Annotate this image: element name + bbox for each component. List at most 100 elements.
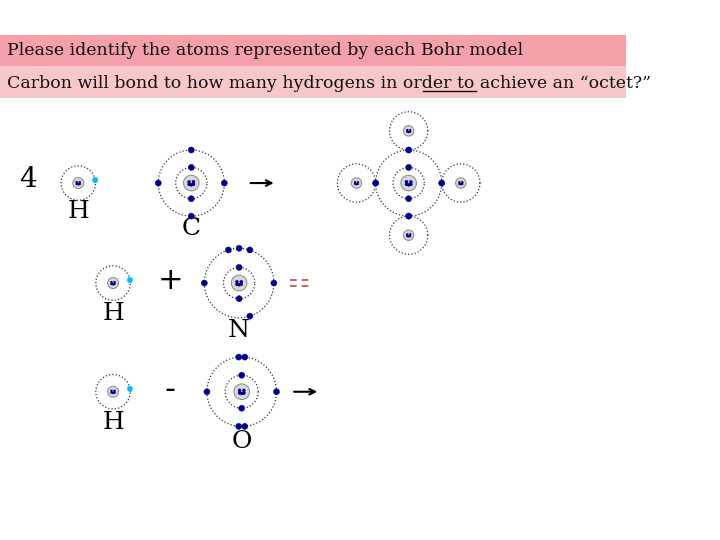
Circle shape (184, 175, 199, 191)
Circle shape (247, 247, 253, 253)
Circle shape (127, 278, 132, 283)
Circle shape (406, 129, 408, 131)
Circle shape (409, 235, 411, 237)
Circle shape (403, 230, 414, 240)
Circle shape (202, 280, 207, 286)
Circle shape (405, 183, 408, 186)
Circle shape (409, 131, 411, 133)
Circle shape (238, 283, 240, 286)
Circle shape (240, 283, 243, 286)
Circle shape (409, 183, 413, 186)
Circle shape (408, 131, 410, 133)
Circle shape (247, 313, 253, 319)
Circle shape (405, 147, 412, 153)
Text: +: + (158, 266, 183, 295)
Circle shape (110, 283, 112, 285)
Circle shape (438, 180, 445, 186)
Circle shape (238, 372, 245, 378)
Circle shape (405, 164, 412, 171)
Circle shape (238, 389, 241, 392)
Circle shape (235, 283, 238, 286)
Circle shape (114, 283, 116, 285)
Circle shape (187, 180, 191, 183)
Circle shape (110, 390, 112, 392)
Circle shape (405, 147, 412, 153)
Circle shape (242, 354, 248, 360)
Circle shape (110, 392, 112, 394)
Text: H: H (102, 410, 124, 434)
Circle shape (238, 392, 241, 395)
Circle shape (73, 178, 84, 188)
Circle shape (92, 177, 98, 183)
Text: 4: 4 (19, 166, 37, 193)
Circle shape (188, 147, 194, 153)
Circle shape (372, 180, 379, 186)
Circle shape (107, 278, 119, 288)
Bar (0, 35, 626, 66)
Circle shape (462, 181, 464, 183)
Circle shape (236, 245, 242, 251)
Circle shape (110, 281, 112, 283)
Circle shape (190, 183, 193, 186)
Text: Please identify the atoms represented by each Bohr model: Please identify the atoms represented by… (7, 42, 523, 59)
Circle shape (77, 183, 79, 185)
Circle shape (354, 183, 356, 185)
Circle shape (271, 280, 277, 286)
Circle shape (107, 386, 119, 397)
Bar (0, 66, 626, 98)
Circle shape (204, 389, 210, 395)
Circle shape (459, 181, 460, 183)
Text: O: O (232, 430, 252, 453)
Circle shape (405, 180, 408, 183)
Circle shape (240, 392, 243, 395)
Circle shape (221, 180, 228, 186)
Circle shape (188, 213, 194, 219)
Circle shape (78, 183, 81, 185)
Circle shape (78, 181, 81, 183)
Circle shape (235, 423, 242, 429)
Circle shape (351, 178, 361, 188)
Circle shape (238, 405, 245, 411)
Circle shape (156, 180, 161, 186)
Circle shape (242, 423, 248, 429)
Circle shape (462, 183, 464, 185)
Circle shape (188, 195, 194, 202)
Circle shape (192, 183, 195, 186)
Text: -: - (165, 375, 176, 403)
Circle shape (372, 180, 379, 186)
Circle shape (235, 280, 238, 284)
Circle shape (356, 183, 358, 185)
Circle shape (243, 389, 246, 392)
Circle shape (406, 235, 408, 237)
Circle shape (407, 183, 410, 186)
Circle shape (405, 213, 412, 219)
Circle shape (438, 180, 445, 186)
Circle shape (188, 164, 194, 171)
Circle shape (127, 386, 132, 391)
Circle shape (401, 175, 416, 191)
Circle shape (456, 178, 466, 188)
Circle shape (405, 195, 412, 202)
Circle shape (231, 275, 247, 291)
Circle shape (235, 354, 242, 360)
Circle shape (409, 233, 411, 235)
Circle shape (408, 235, 410, 238)
Circle shape (114, 392, 116, 394)
Circle shape (112, 392, 114, 394)
Circle shape (409, 180, 413, 183)
Text: Carbon will bond to how many hydrogens in order to achieve an “octet?”: Carbon will bond to how many hydrogens i… (7, 76, 651, 92)
Circle shape (240, 280, 243, 284)
Circle shape (234, 384, 250, 400)
Circle shape (459, 183, 460, 185)
Circle shape (403, 126, 414, 136)
Circle shape (357, 183, 359, 185)
Circle shape (76, 181, 78, 183)
Circle shape (225, 247, 231, 253)
Text: H: H (68, 200, 89, 223)
Circle shape (406, 233, 408, 235)
Circle shape (236, 296, 242, 302)
Circle shape (409, 129, 411, 131)
Circle shape (112, 283, 114, 285)
Circle shape (192, 180, 195, 183)
Circle shape (405, 213, 412, 219)
